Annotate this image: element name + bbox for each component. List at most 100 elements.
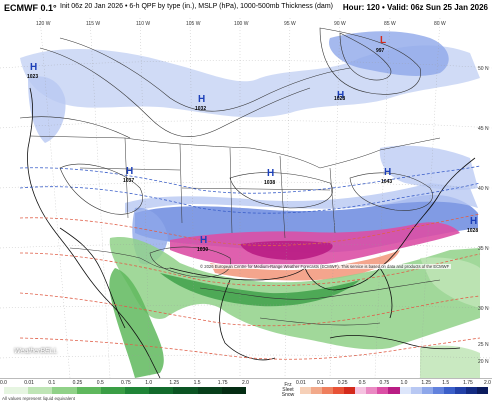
ptype-color-swatch [399, 387, 412, 394]
ptype-color-swatch [366, 387, 378, 394]
svg-text:1043: 1043 [381, 179, 392, 185]
rain-tick-label: 0.75 [121, 380, 131, 386]
lat-label: 45 N [478, 126, 489, 132]
lat-label: 40 N [478, 186, 489, 192]
lon-label: 105 W [186, 21, 201, 27]
ptype-color-swatch [322, 387, 334, 394]
svg-text:H: H [200, 235, 207, 246]
header: ECMWF 0.1° Init 06z 20 Jan 2026 • 6-h QP… [0, 0, 492, 19]
svg-text:1028: 1028 [467, 228, 478, 234]
rain-caribbean [420, 345, 480, 378]
ptype-tick-label: 1.5 [442, 380, 450, 386]
ptype-tick-label: 2.0 [484, 380, 491, 386]
ptype-color-swatch [388, 387, 401, 394]
ptype-color-swatch [377, 387, 389, 394]
rain-color-swatch [149, 387, 174, 394]
snow-band-light [125, 183, 478, 213]
lat-label: 20 N [478, 359, 489, 365]
ptype-snow-label: Snow [281, 392, 295, 398]
ptype-color-swatch [311, 387, 323, 394]
svg-text:1028: 1028 [334, 96, 345, 102]
brand-watermark: WeatherBELL [14, 348, 58, 355]
svg-text:1038: 1038 [264, 180, 275, 186]
lat-label: 30 N [478, 306, 489, 312]
svg-text:1037: 1037 [123, 178, 134, 184]
product-subtitle: Init 06z 20 Jan 2026 • 6-h QPF by type (… [60, 3, 333, 10]
svg-text:H: H [126, 166, 133, 177]
high-center: H 1028 [334, 90, 345, 102]
rain-color-swatch [197, 387, 223, 394]
svg-text:1032: 1032 [195, 106, 206, 112]
high-center: H 1037 [123, 166, 134, 184]
rain-tick-label: 0.1 [48, 380, 56, 386]
isobars [19, 27, 441, 326]
rain-gulf-heavy [160, 273, 360, 307]
rain-tick-label: 1.5 [193, 380, 201, 386]
svg-text:1023: 1023 [27, 74, 38, 80]
snow-area-northeast [379, 145, 478, 191]
forecast-map: 120 W 115 W 110 W 105 W 100 W 95 W 90 W … [0, 18, 492, 378]
rain-tick-label: 0.01 [24, 380, 34, 386]
ptype-tick-label: 0.25 [337, 380, 348, 386]
svg-text:997: 997 [376, 48, 385, 54]
ptype-sleet-label: Sleet [282, 387, 294, 393]
high-center: H 1028 [467, 216, 478, 234]
rain-color-swatch [100, 387, 126, 394]
ptype-color-swatch [432, 387, 445, 394]
ptype-tick-label: 0.75 [379, 380, 390, 386]
snow-area-canada-dark [329, 31, 449, 76]
lon-label: 100 W [234, 21, 249, 27]
ptype-tick-label: 0.01 [296, 380, 306, 386]
copyright-notice: © 2026 European Centre for Medium-Range … [198, 264, 452, 269]
rain-atlantic [420, 257, 480, 308]
rain-tick-label: 1.0 [145, 380, 153, 386]
ptype-color-swatch [443, 387, 456, 394]
rain-color-swatch [52, 387, 78, 394]
ptype-color-swatch [465, 387, 478, 394]
ptype-color-swatch [410, 387, 423, 394]
snow-area-pacnw [28, 76, 66, 143]
ptype-tick-label: 1.75 [463, 380, 473, 386]
model-title: ECMWF 0.1° [4, 3, 57, 13]
rain-color-swatch [4, 387, 29, 394]
lon-label: 80 W [434, 21, 446, 27]
svg-text:H: H [30, 62, 37, 73]
lon-label: 120 W [36, 21, 51, 27]
graticule [0, 18, 492, 378]
ptype-tick-label: 0.1 [316, 380, 324, 386]
precip-legend: 0.0 0.01 0.1 0.25 0.5 0.75 1.0 1.25 1.5 1.75 2.0 F… [0, 378, 492, 405]
coastlines [27, 87, 476, 378]
rain-color-swatch [28, 387, 53, 394]
svg-text:H: H [337, 90, 344, 101]
lon-label: 85 W [384, 21, 396, 27]
ptype-label: Frz Sleet Snow [280, 383, 296, 398]
lat-label: 35 N [478, 246, 489, 252]
rain-color-swatch [125, 387, 150, 394]
ptype-color-swatch [454, 387, 467, 394]
frz-band [210, 250, 400, 281]
lat-label: 25 N [478, 342, 489, 348]
rain-tick-label: 1.25 [169, 380, 180, 386]
high-center: H 1043 [381, 167, 392, 185]
svg-text:H: H [384, 167, 391, 178]
rain-tick-label: 2.0 [242, 380, 249, 386]
lon-label: 115 W [86, 21, 100, 27]
ptype-color-swatch [300, 387, 312, 394]
rain-tick-label: 1.75 [217, 380, 228, 386]
ptype-color-swatch [355, 387, 367, 394]
rain-tick-label: 0.25 [72, 380, 83, 386]
high-center: H 1038 [264, 168, 275, 186]
ptype-color-swatch [476, 387, 489, 394]
valid-time: Hour: 120 • Valid: 06z Sun 25 Jan 2026 [342, 3, 488, 12]
legend-note: All values represent liquid equivalent [2, 396, 76, 401]
lon-label: 95 W [284, 21, 296, 27]
ptype-color-swatch [344, 387, 356, 394]
low-center: L 997 [376, 35, 386, 54]
rain-color-swatch [173, 387, 199, 394]
rain-color-swatch [221, 387, 247, 394]
political-borders [29, 135, 441, 269]
svg-text:L: L [380, 35, 386, 46]
lon-label: 110 W [136, 21, 150, 27]
lon-label: 90 W [334, 21, 346, 27]
svg-text:H: H [470, 216, 477, 227]
